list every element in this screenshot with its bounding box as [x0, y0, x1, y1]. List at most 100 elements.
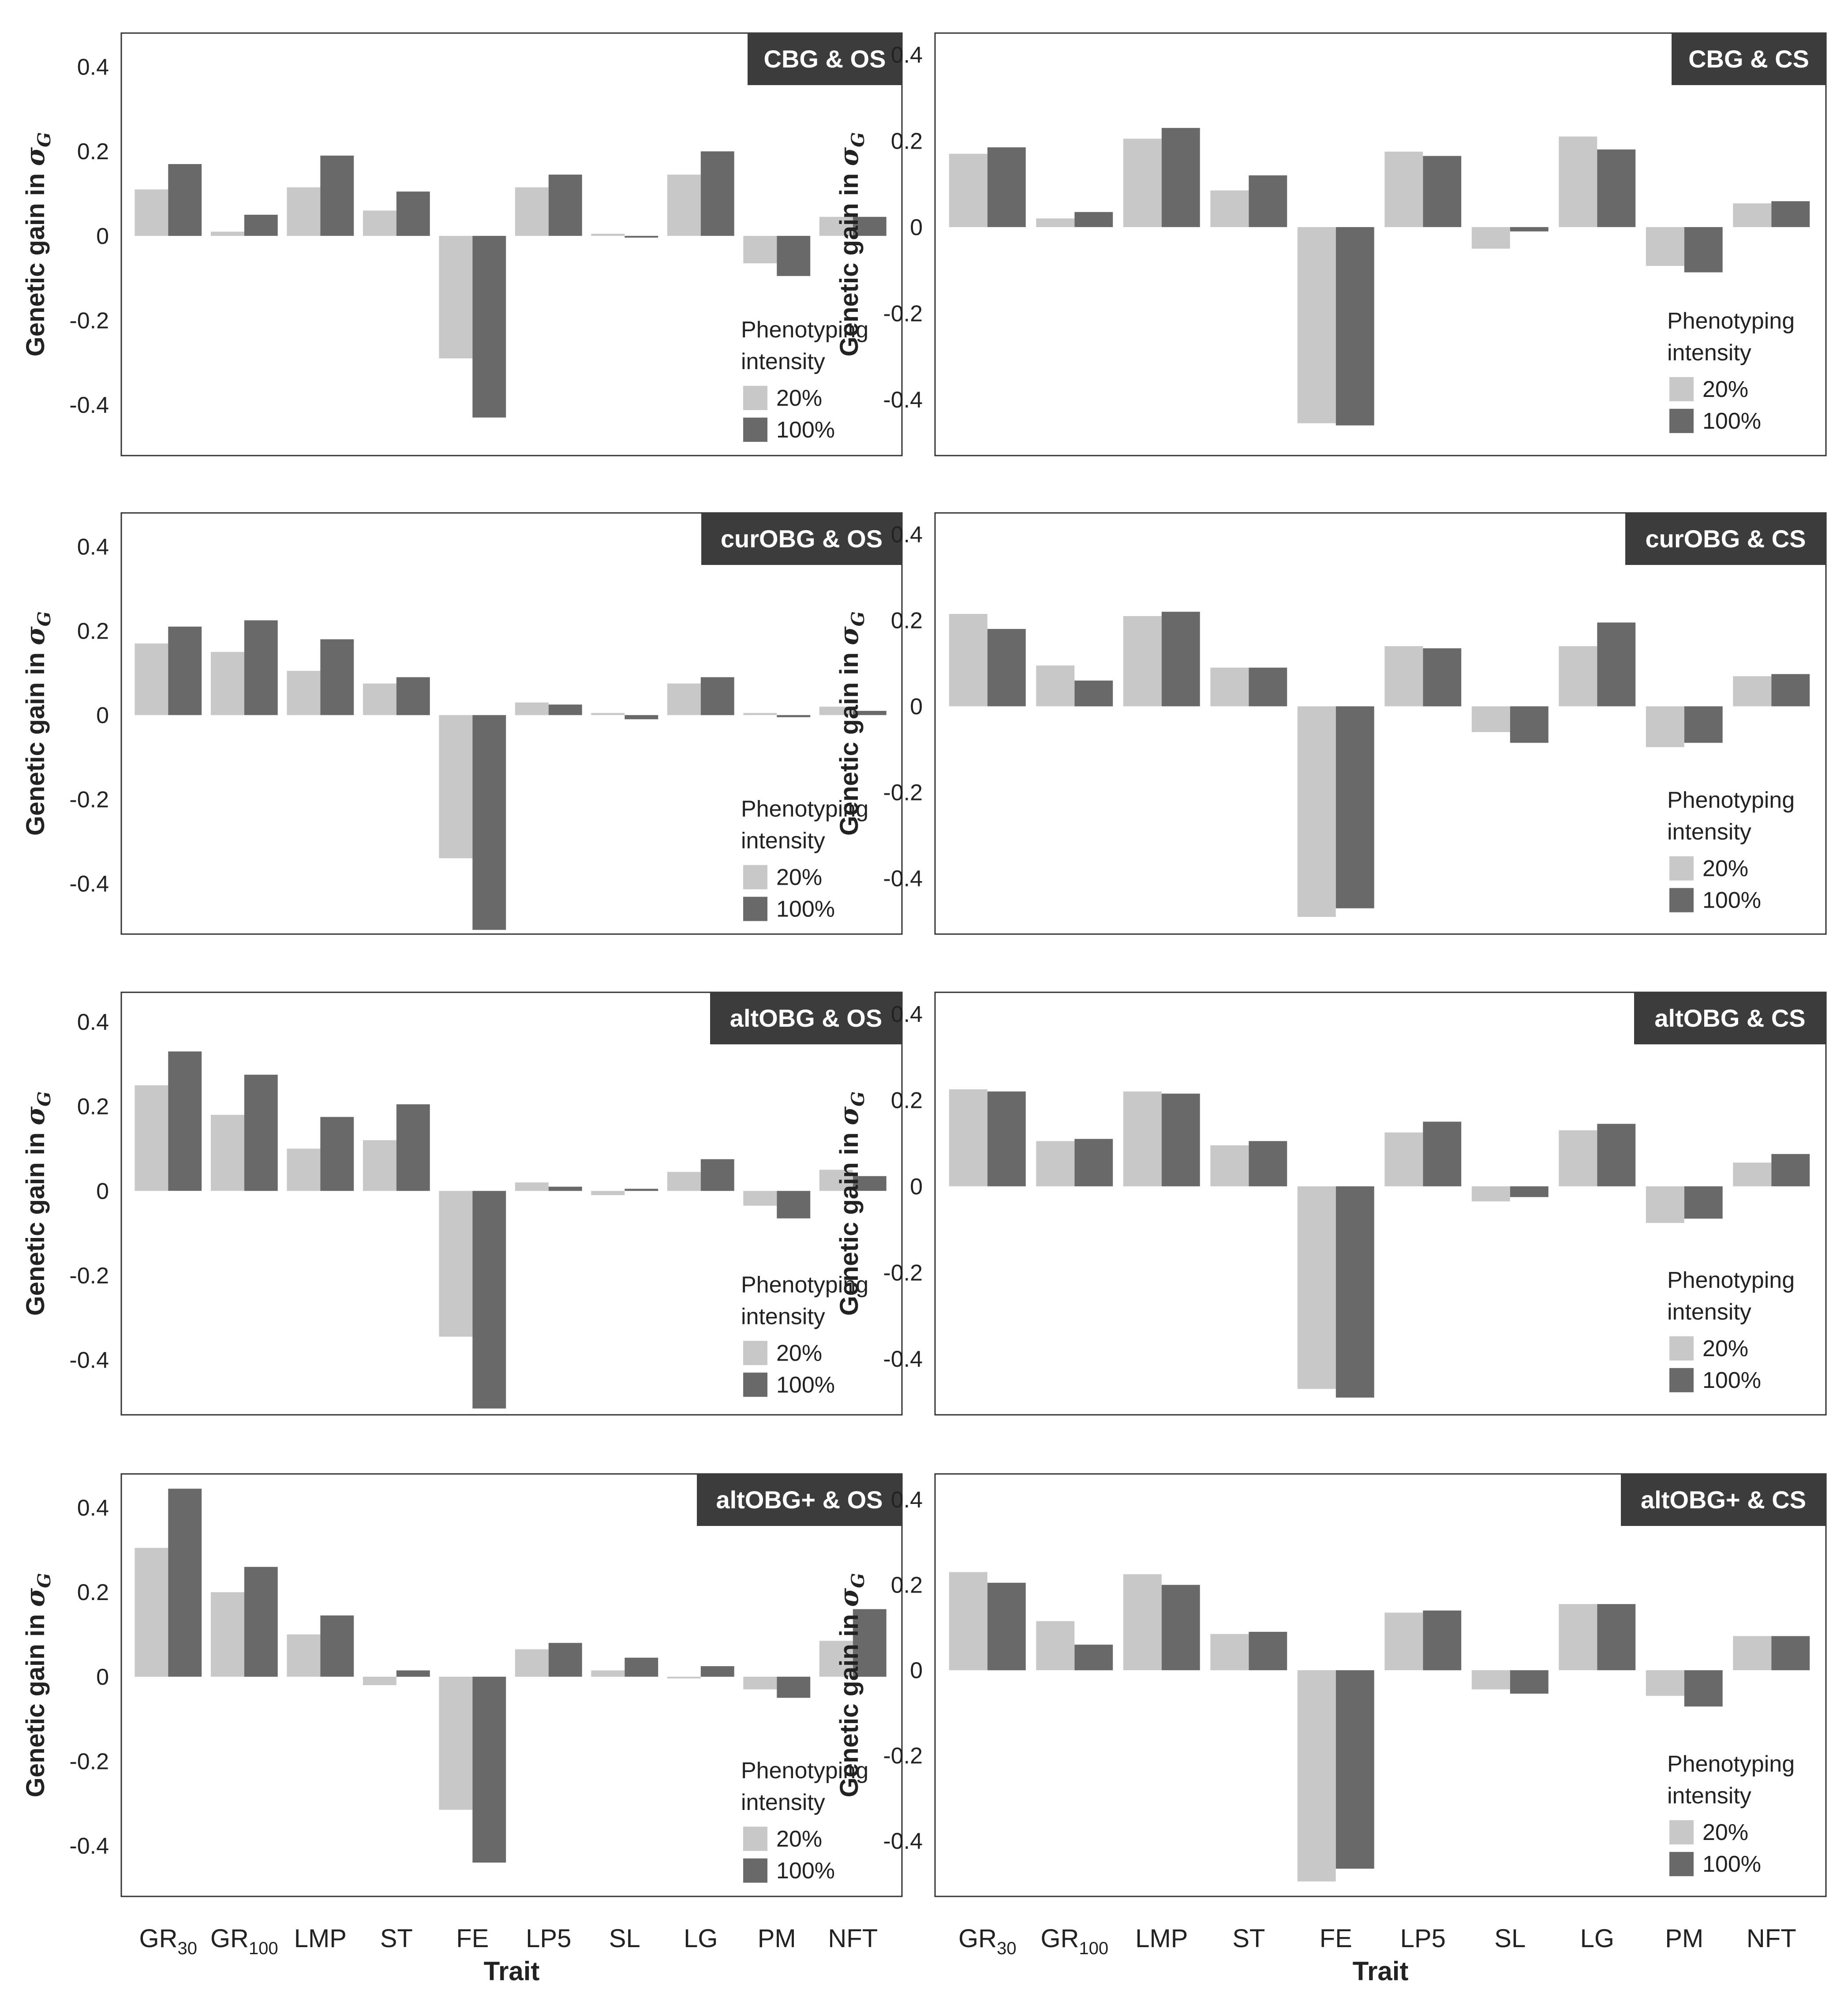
legend-swatch-20 [743, 385, 767, 410]
bar-20-ST [1210, 1634, 1249, 1671]
legend-title: intensity [1667, 1299, 1751, 1325]
bar-100-NFT [853, 1176, 887, 1191]
legend-title: intensity [1667, 1783, 1751, 1809]
chart-panel: 0.4 0.2 0 -0.2 -0.4 Genetic gain in σG CBG & O… [20, 32, 903, 456]
legend-swatch-100 [1669, 1368, 1694, 1392]
y-tick-label: 0.4 [77, 534, 109, 560]
bar-100-PM [1684, 1186, 1723, 1219]
bar-100-GR100 [1074, 212, 1113, 227]
bar-20-GR30 [135, 189, 168, 236]
bar-20-NFT [1733, 1636, 1772, 1671]
bar-20-LG [667, 683, 701, 715]
legend-title: intensity [741, 1790, 825, 1815]
legend-title: Phenotyping [1667, 788, 1795, 813]
bar-20-PM [743, 1676, 777, 1690]
y-tick-label: 0.2 [891, 1573, 923, 1598]
y-tick-label: -0.4 [883, 1829, 923, 1854]
legend-swatch-20 [1669, 1820, 1694, 1845]
x-tick-label: ST [1232, 1924, 1265, 1953]
bar-100-LG [700, 1159, 734, 1191]
y-tick-label: -0.4 [883, 1346, 923, 1372]
chart-title: curOBG & CS [1645, 525, 1806, 553]
bar-20-FE [1297, 1186, 1336, 1389]
x-tick-label: GR30 [958, 1924, 1017, 1958]
bar-20-GR30 [949, 1089, 988, 1186]
y-tick-label: -0.2 [883, 780, 923, 805]
legend-label: 20% [1702, 377, 1748, 402]
bar-100-PM [777, 236, 811, 276]
bar-100-ST [396, 191, 430, 236]
bar-100-LG [700, 1666, 734, 1677]
legend-swatch-20 [1669, 377, 1694, 401]
y-tick-label: 0 [96, 224, 109, 249]
x-tick-label: GR100 [210, 1924, 278, 1958]
bar-20-ST [1210, 1145, 1249, 1186]
bar-100-ST [396, 1104, 430, 1191]
y-tick-label: -0.2 [69, 1749, 109, 1774]
legend-title: Phenotyping [741, 1272, 868, 1298]
x-tick-label: LG [1580, 1924, 1614, 1953]
bar-20-LMP [287, 1634, 321, 1677]
bar-100-PM [777, 1676, 811, 1698]
bar-100-LP5 [548, 174, 582, 236]
bar-100-NFT [853, 217, 887, 236]
bar-100-NFT [1771, 1636, 1810, 1671]
bar-100-LP5 [548, 704, 582, 715]
bar-100-FE [1335, 706, 1374, 909]
y-tick-label: -0.4 [69, 1347, 109, 1373]
bar-20-GR100 [210, 1592, 244, 1677]
legend-title: Phenotyping [741, 1758, 868, 1784]
bar-20-GR30 [135, 1548, 168, 1677]
legend-title: Phenotyping [1667, 1751, 1795, 1777]
bar-100-GR100 [244, 214, 278, 236]
bar-100-PM [1684, 706, 1723, 743]
y-tick-label: 0 [96, 703, 109, 728]
bar-100-LP5 [1423, 648, 1462, 707]
y-tick-label: -0.2 [69, 308, 109, 333]
bar-20-GR100 [210, 232, 244, 236]
bar-100-GR30 [987, 147, 1026, 227]
legend-swatch-20 [743, 865, 767, 890]
legend-label: 100% [1702, 1368, 1761, 1393]
bar-100-NFT [1771, 201, 1810, 227]
bar-100-ST [396, 1670, 430, 1677]
title-box [697, 1474, 902, 1526]
bar-20-GR100 [1036, 1621, 1075, 1671]
x-axis-title: Trait [484, 1956, 540, 1986]
bar-100-PM [777, 715, 811, 718]
y-tick-label: 0.2 [77, 1094, 109, 1120]
bar-100-GR100 [1074, 681, 1113, 707]
bar-100-GR100 [244, 620, 278, 715]
bar-20-SL [591, 713, 625, 715]
y-tick-label: 0 [910, 1658, 923, 1683]
bar-20-GR30 [135, 643, 168, 715]
bar-100-GR30 [987, 1091, 1026, 1186]
plot-frame [934, 991, 1827, 1416]
bar-20-LP5 [1384, 151, 1423, 227]
bar-100-LMP [320, 1117, 354, 1191]
bar-20-LG [667, 174, 701, 236]
y-axis-label: Genetic gain in σG [834, 1092, 868, 1316]
bar-20-LMP [1123, 616, 1162, 707]
x-tick-label: NFT [828, 1924, 878, 1953]
bar-20-LP5 [515, 1182, 549, 1191]
chart-title: CBG & CS [1688, 45, 1809, 73]
x-tick-label: SL [1494, 1924, 1526, 1953]
y-axis-label: Genetic gain in σG [834, 611, 868, 836]
x-tick-label: PM [1665, 1924, 1703, 1953]
y-tick-label: 0 [96, 1664, 109, 1690]
x-tick-label: FE [1320, 1924, 1352, 1953]
title-box [1621, 1474, 1826, 1526]
chart-title: altOBG+ & CS [1641, 1486, 1806, 1514]
legend-label: 100% [776, 1858, 835, 1884]
legend-swatch-20 [743, 1826, 767, 1851]
bar-100-SL [625, 1657, 658, 1677]
bar-20-PM [1646, 227, 1684, 266]
chart-panel: 0.4 0.2 0 -0.2 -0.4 Genetic gain in σG altOBG … [834, 991, 1827, 1416]
legend-title: intensity [741, 828, 825, 853]
bar-100-GR30 [168, 1488, 202, 1677]
bar-20-LMP [1123, 1574, 1162, 1671]
bar-100-GR30 [168, 1051, 202, 1191]
plot-frame [934, 1473, 1827, 1897]
bar-20-ST [363, 1676, 397, 1685]
